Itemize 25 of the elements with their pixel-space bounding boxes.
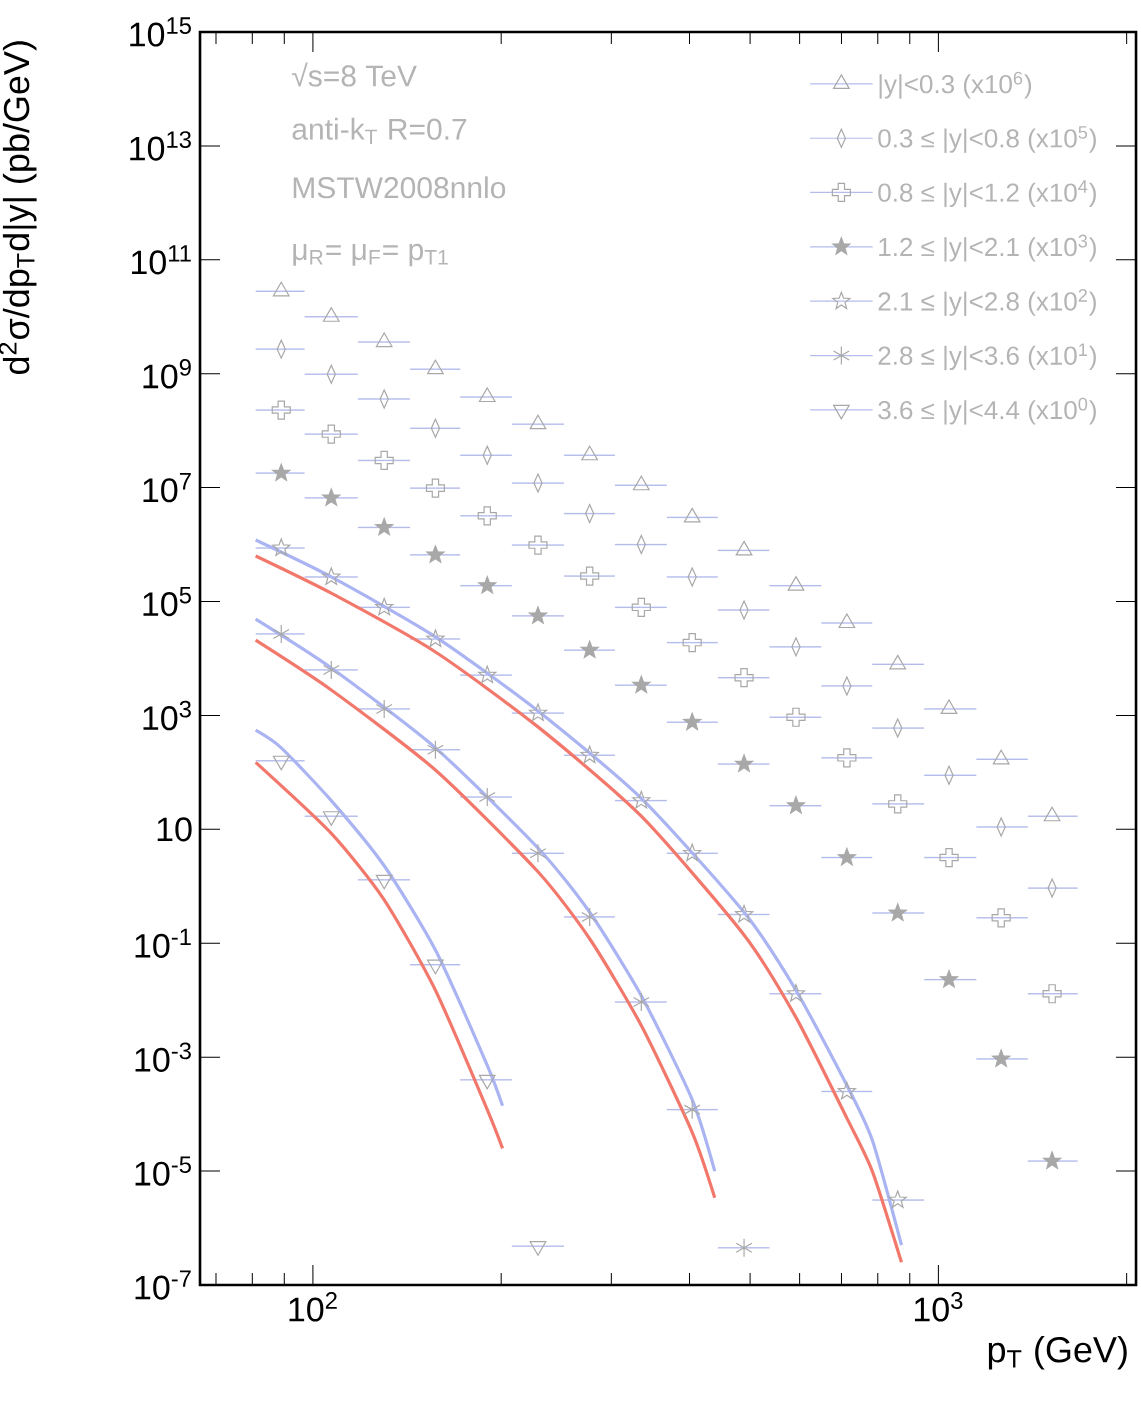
annotation: μ$_{R}$= μ$_{F}$= p$_{T1}$ bbox=[293, 243, 448, 267]
y-tick-label: 10$^{-7}$ bbox=[135, 1270, 191, 1300]
annotation: √s=8 TeV bbox=[292, 62, 417, 87]
legend-label: 2.8 ≤ |y|<3.6 (x10$^{1}$) bbox=[878, 343, 1096, 371]
y-tick-label: 10$^{13}$ bbox=[130, 131, 191, 161]
y-tick-label: 10$^{5}$ bbox=[143, 586, 191, 617]
legend-label: |y|<0.3 (x10$^{6}$) bbox=[879, 71, 1032, 99]
y-tick-label: 10 bbox=[157, 817, 192, 842]
y-tick-label: 10$^{15}$ bbox=[130, 17, 191, 47]
y-tick-label: 10$^{3}$ bbox=[143, 700, 191, 731]
annotation: anti-k$_{T}$ R=0.7 bbox=[292, 117, 467, 145]
x-tick-label: 10$^{2}$ bbox=[289, 1292, 337, 1322]
y-tick-label: 10$^{11}$ bbox=[132, 245, 191, 275]
legend-label: 1.2 ≤ |y|<2.1 (x10$^{3}$) bbox=[879, 234, 1096, 262]
y-tick-label: 10$^{9}$ bbox=[143, 358, 191, 389]
legend-label: 0.8 ≤ |y|<1.2 (x10$^{4}$) bbox=[878, 180, 1096, 208]
y-tick-label: 10$^{7}$ bbox=[143, 473, 191, 503]
annotation: MSTW2008nnlo bbox=[293, 176, 506, 199]
y-tick-label: 10$^{-1}$ bbox=[135, 928, 191, 958]
y-tick-label: 10$^{-3}$ bbox=[135, 1042, 191, 1072]
legend-label: 2.1 ≤ |y|<2.8 (x10$^{2}$) bbox=[878, 289, 1096, 316]
x-axis-title: p$_{T}$ (GeV) bbox=[988, 1336, 1127, 1370]
legend-label: 3.6 ≤ |y|<4.4 (x10$^{0}$) bbox=[878, 397, 1096, 425]
legend-label: 0.3 ≤ |y|<0.8 (x10$^{5}$) bbox=[878, 126, 1096, 153]
y-tick-label: 10$^{-5}$ bbox=[135, 1156, 191, 1186]
